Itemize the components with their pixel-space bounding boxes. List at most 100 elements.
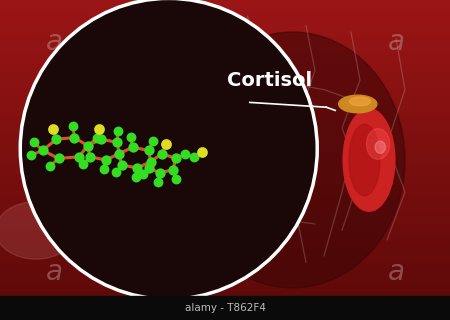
Bar	[0, 48, 450, 53]
Bar	[0, 192, 450, 197]
Bar	[0, 234, 450, 240]
Point	[86, 154, 94, 159]
Bar	[0, 197, 450, 203]
Bar	[0, 277, 450, 283]
Bar	[0, 304, 450, 309]
Point	[140, 172, 147, 177]
Point	[191, 155, 198, 160]
Bar	[0, 296, 450, 320]
Bar	[0, 314, 450, 320]
Point	[84, 143, 91, 148]
Bar	[0, 282, 450, 288]
FancyBboxPatch shape	[158, 272, 171, 296]
Bar	[0, 213, 450, 219]
Point	[172, 156, 179, 161]
Bar	[0, 149, 450, 155]
Point	[134, 165, 141, 171]
Bar	[0, 208, 450, 213]
Bar	[0, 32, 450, 37]
Bar	[0, 202, 450, 208]
Bar	[0, 224, 450, 229]
Bar	[0, 96, 450, 101]
Point	[71, 135, 78, 140]
Point	[46, 164, 53, 169]
Point	[75, 154, 82, 159]
Bar	[0, 26, 450, 32]
Bar	[0, 42, 450, 48]
Point	[55, 156, 62, 161]
Bar	[0, 240, 450, 245]
Point	[170, 167, 177, 172]
Ellipse shape	[338, 95, 377, 113]
Ellipse shape	[0, 202, 76, 259]
Bar	[0, 160, 450, 165]
Bar	[0, 69, 450, 75]
Point	[80, 161, 87, 166]
Bar	[0, 176, 450, 181]
Bar	[0, 218, 450, 224]
Bar	[0, 245, 450, 251]
Text: a: a	[45, 258, 63, 286]
Bar	[0, 293, 450, 299]
Point	[112, 170, 120, 175]
Bar	[0, 80, 450, 85]
Point	[145, 148, 152, 153]
Bar	[0, 186, 450, 192]
Point	[198, 150, 205, 155]
Point	[98, 137, 105, 142]
Bar	[0, 154, 450, 160]
Ellipse shape	[180, 32, 405, 288]
Point	[39, 148, 46, 153]
Point	[145, 165, 152, 171]
Bar	[0, 53, 450, 59]
Bar	[0, 64, 450, 69]
Point	[100, 166, 107, 172]
Bar	[0, 272, 450, 277]
Ellipse shape	[343, 109, 395, 211]
Bar	[0, 138, 450, 144]
Bar	[0, 106, 450, 112]
Point	[113, 140, 121, 145]
Point	[147, 159, 154, 164]
Point	[69, 124, 76, 129]
Point	[116, 151, 123, 156]
Bar	[0, 133, 450, 139]
Bar	[0, 298, 450, 304]
Point	[129, 145, 136, 150]
Bar	[0, 21, 450, 27]
Ellipse shape	[350, 97, 370, 106]
Bar	[0, 288, 450, 293]
Point	[93, 136, 100, 141]
Point	[154, 180, 161, 185]
Ellipse shape	[375, 141, 385, 153]
Ellipse shape	[20, 0, 317, 299]
Point	[156, 170, 163, 175]
Text: a: a	[387, 28, 405, 56]
Point	[182, 152, 189, 157]
Bar	[0, 101, 450, 107]
Bar	[0, 250, 450, 256]
Bar	[0, 165, 450, 171]
Bar	[0, 261, 450, 267]
Point	[118, 162, 125, 167]
Bar	[0, 37, 450, 43]
Point	[127, 134, 134, 140]
Point	[132, 174, 140, 179]
Bar	[0, 85, 450, 91]
Bar	[0, 266, 450, 272]
Bar	[0, 122, 450, 128]
Bar	[0, 58, 450, 64]
Ellipse shape	[366, 129, 390, 159]
Text: a: a	[45, 28, 63, 56]
Point	[172, 177, 179, 182]
Point	[27, 153, 34, 158]
Point	[149, 138, 157, 143]
Text: Cortisol: Cortisol	[227, 70, 313, 90]
Bar	[0, 181, 450, 187]
Point	[30, 140, 37, 145]
Bar	[0, 229, 450, 235]
Point	[114, 129, 122, 134]
Bar	[0, 5, 450, 11]
Bar	[0, 90, 450, 96]
Point	[95, 126, 103, 131]
